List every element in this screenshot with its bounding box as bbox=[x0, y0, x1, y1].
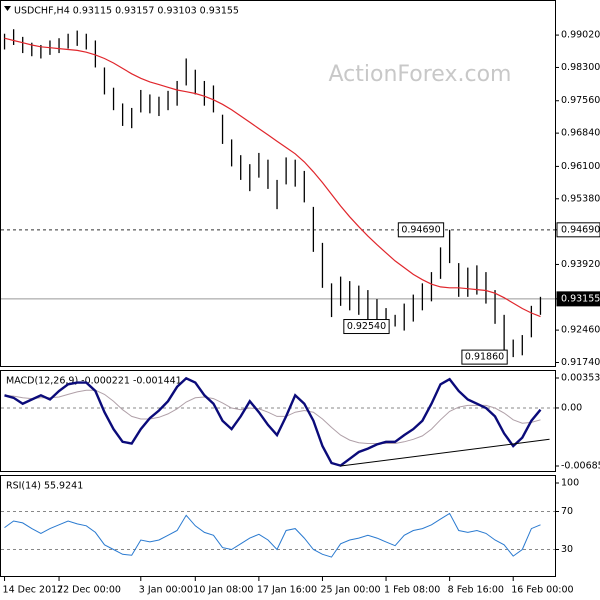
panel-frame bbox=[0, 0, 556, 367]
x-tick-label: 22 Dec 00:00 bbox=[57, 585, 121, 596]
panel-title: RSI(14) 55.9241 bbox=[6, 481, 83, 492]
y-tick-label: -0.006853 bbox=[561, 461, 600, 472]
annotation-label: 0.91860 bbox=[465, 352, 504, 363]
panel-title: MACD(12,26,9) -0.000221 -0.001441 bbox=[6, 376, 182, 387]
x-tick-label: 16 Feb 00:00 bbox=[511, 585, 573, 596]
x-tick-label: 10 Jan 08:00 bbox=[193, 585, 253, 596]
y-tick-label: 0.93920 bbox=[561, 259, 600, 270]
x-tick-label: 17 Jan 16:00 bbox=[257, 585, 317, 596]
rsi-line bbox=[4, 512, 541, 558]
x-tick-label: 1 Feb 08:00 bbox=[384, 585, 440, 596]
y-tick-label: 0.96840 bbox=[561, 128, 600, 139]
x-tick-label: 8 Feb 16:00 bbox=[448, 585, 504, 596]
moving-average bbox=[4, 37, 541, 318]
tick-highlight bbox=[556, 222, 600, 238]
annotation-box bbox=[461, 349, 508, 365]
y-tick-label: 0.95380 bbox=[561, 193, 600, 204]
y-tick-label: 0.93155 bbox=[561, 293, 600, 304]
panel-title: USDCHF,H4 0.93115 0.93157 0.93103 0.9315… bbox=[14, 6, 239, 17]
x-tick-label: 3 Jan 00:00 bbox=[139, 585, 193, 596]
tick-highlight bbox=[556, 291, 600, 307]
annotation-label: 0.92540 bbox=[347, 321, 386, 332]
x-tick-label: 25 Jan 00:00 bbox=[320, 585, 380, 596]
y-tick-label: 0.003538 bbox=[561, 373, 600, 384]
y-tick-label: 30 bbox=[561, 544, 573, 555]
y-tick-label: 0.00 bbox=[561, 402, 582, 413]
y-tick-label: 100 bbox=[561, 478, 579, 489]
annotation-box bbox=[397, 222, 445, 238]
y-tick-label: 0.98300 bbox=[561, 62, 600, 73]
trend-line bbox=[340, 438, 550, 467]
y-tick-label: 0.99020 bbox=[561, 30, 600, 41]
watermark: ActionForex.com bbox=[329, 62, 512, 87]
y-tick-label: 0.91740 bbox=[561, 357, 600, 368]
y-tick-label: 0.94690 bbox=[561, 224, 600, 235]
title-arrow bbox=[4, 6, 11, 11]
panel-frame bbox=[0, 475, 556, 577]
y-tick-label: 70 bbox=[561, 506, 573, 517]
y-tick-label: 0.97560 bbox=[561, 95, 600, 106]
annotation-label: 0.94690 bbox=[401, 224, 440, 235]
y-tick-label: 0.92460 bbox=[561, 325, 600, 336]
x-tick-label: 14 Dec 2017 bbox=[3, 585, 64, 596]
annotation-box bbox=[343, 319, 390, 335]
macd-line bbox=[4, 376, 542, 467]
panel-frame bbox=[0, 370, 556, 472]
y-tick-label: 0.96100 bbox=[561, 161, 600, 172]
